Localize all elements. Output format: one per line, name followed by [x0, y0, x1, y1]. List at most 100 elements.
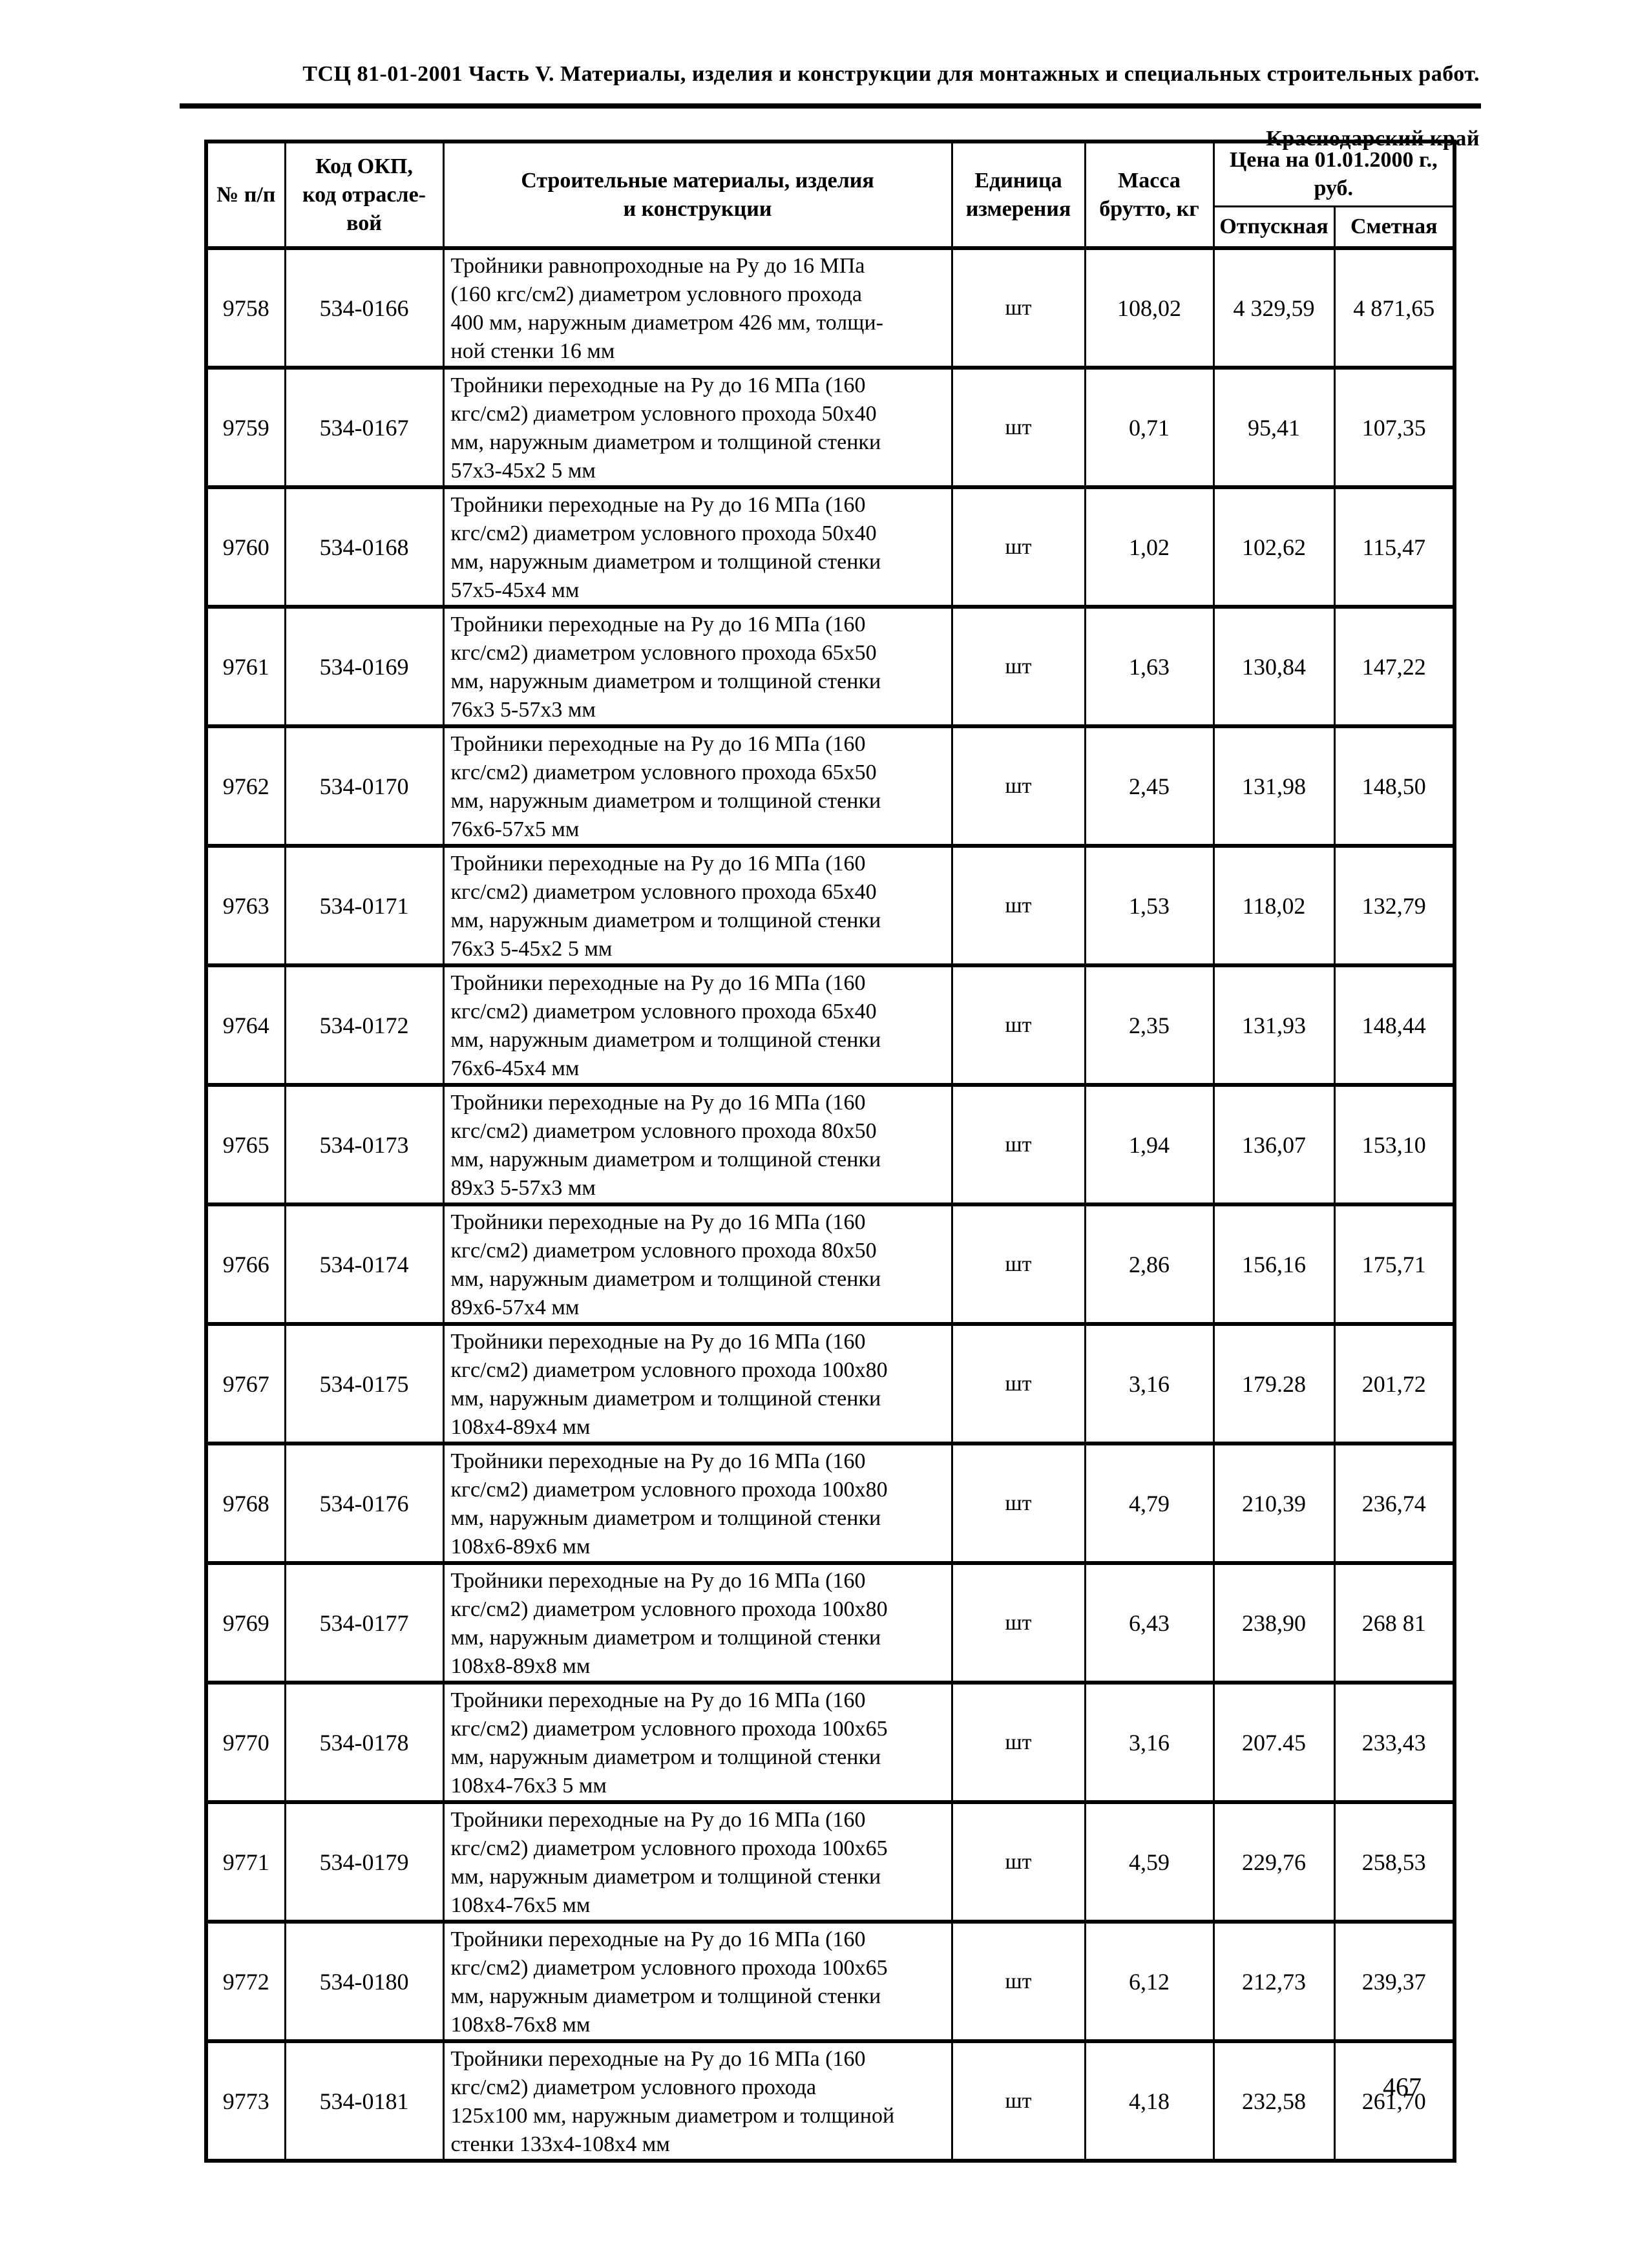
cell-unit: шт [951, 1561, 1086, 1685]
table-row: 9767 534-0175 Тройники переходные на Ру до… [205, 1322, 1456, 1445]
cell-unit: шт [951, 1800, 1086, 1924]
cell-num: 9765 [205, 1083, 286, 1206]
cell-price_release: 102,62 [1212, 485, 1336, 609]
table-row: 9768 534-0176 Тройники переходные на Ру до… [205, 1442, 1456, 1565]
cell-desc: Тройники переходные на Ру до 16 МПа (160… [442, 366, 953, 489]
cell-desc: Тройники переходные на Ру до 16 МПа (160… [442, 1322, 953, 1445]
cell-price_release: 179.28 [1212, 1322, 1336, 1445]
cell-price_estimate: 258,53 [1333, 1800, 1456, 1924]
cell-mass: 0,71 [1084, 366, 1215, 489]
cell-mass: 6,12 [1084, 1920, 1215, 2043]
cell-code: 534-0166 [284, 246, 445, 370]
cell-desc: Тройники переходные на Ру до 16 МПа (160… [442, 1681, 953, 1804]
cell-num: 9764 [205, 963, 286, 1087]
table-header-row-sub: Отпускная Сметная [206, 205, 1456, 249]
cell-price_release: 4 329,59 [1212, 246, 1336, 370]
cell-price_estimate: 268 81 [1333, 1561, 1456, 1685]
cell-num: 9759 [205, 366, 286, 489]
table-row: 9765 534-0173 Тройники переходные на Ру до… [205, 1083, 1456, 1206]
cell-unit: шт [951, 246, 1086, 370]
table-row: 9764 534-0172 Тройники переходные на Ру до… [205, 963, 1456, 1087]
cell-unit: шт [951, 1202, 1086, 1326]
cell-price_estimate: 261,70 [1333, 2039, 1456, 2163]
cell-mass: 4,18 [1084, 2039, 1215, 2163]
cell-mass: 1,02 [1084, 485, 1215, 609]
cell-code: 534-0177 [284, 1561, 445, 1685]
cell-unit: шт [951, 1920, 1086, 2043]
running-head: ТСЦ 81-01-2001 Часть V. Материалы, издел… [204, 26, 1480, 187]
cell-desc: Тройники равнопроходные на Ру до 16 МПа … [442, 246, 953, 370]
cell-code: 534-0181 [284, 2039, 445, 2163]
cell-desc: Тройники переходные на Ру до 16 МПа (160… [442, 1561, 953, 1685]
table-row: 9761 534-0169 Тройники переходные на Ру до… [205, 605, 1456, 728]
cell-unit: шт [951, 2039, 1086, 2163]
table-row: 9766 534-0174 Тройники переходные на Ру до… [205, 1202, 1456, 1326]
cell-code: 534-0169 [284, 605, 445, 728]
cell-price_estimate: 236,74 [1333, 1442, 1456, 1565]
cell-price_release: 238,90 [1212, 1561, 1336, 1685]
cell-num: 9770 [205, 1681, 286, 1804]
cell-desc: Тройники переходные на Ру до 16 МПа (160… [442, 1800, 953, 1924]
cell-desc: Тройники переходные на Ру до 16 МПа (160… [442, 485, 953, 609]
cell-unit: шт [951, 724, 1086, 848]
cell-price_release: 207.45 [1212, 1681, 1336, 1804]
table-row: 9772 534-0180 Тройники переходные на Ру до… [205, 1920, 1456, 2043]
cell-num: 9773 [205, 2039, 286, 2163]
cell-code: 534-0180 [284, 1920, 445, 2043]
cell-code: 534-0173 [284, 1083, 445, 1206]
column-header-code: Код ОКП, код отрасле- вой [284, 140, 445, 249]
cell-mass: 4,59 [1084, 1800, 1215, 1924]
cell-unit: шт [951, 1681, 1086, 1804]
cell-unit: шт [951, 1322, 1086, 1445]
table-row: 9763 534-0171 Тройники переходные на Ру до… [205, 844, 1456, 967]
cell-price_release: 156,16 [1212, 1202, 1336, 1326]
cell-price_release: 210,39 [1212, 1442, 1336, 1565]
table-row: 9773 534-0181 Тройники переходные на Ру до… [205, 2039, 1456, 2163]
cell-price_release: 229,76 [1212, 1800, 1336, 1924]
table-row: 9758 534-0166 Тройники равнопроходные на Р… [205, 246, 1456, 370]
cell-code: 534-0179 [284, 1800, 445, 1924]
cell-unit: шт [951, 1083, 1086, 1206]
cell-code: 534-0167 [284, 366, 445, 489]
cell-price_release: 131,98 [1212, 724, 1336, 848]
cell-desc: Тройники переходные на Ру до 16 МПа (160… [442, 1920, 953, 2043]
cell-num: 9768 [205, 1442, 286, 1565]
cell-price_release: 95,41 [1212, 366, 1336, 489]
cell-unit: шт [951, 844, 1086, 967]
table-row: 9759 534-0167 Тройники переходные на Ру до… [205, 366, 1456, 489]
cell-desc: Тройники переходные на Ру до 16 МПа (160… [442, 724, 953, 848]
cell-unit: шт [951, 366, 1086, 489]
cell-desc: Тройники переходные на Ру до 16 МПа (160… [442, 963, 953, 1087]
cell-mass: 1,53 [1084, 844, 1215, 967]
cell-desc: Тройники переходные на Ру до 16 МПа (160… [442, 605, 953, 728]
cell-mass: 2,45 [1084, 724, 1215, 848]
cell-desc: Тройники переходные на Ру до 16 МПа (160… [442, 2039, 953, 2163]
column-header-price-group: Цена на 01.01.2000 г., руб. [1212, 140, 1456, 207]
cell-price_release: 232,58 [1212, 2039, 1336, 2163]
cell-code: 534-0175 [284, 1322, 445, 1445]
cell-num: 9761 [205, 605, 286, 728]
cell-price_estimate: 239,37 [1333, 1920, 1456, 2043]
cell-mass: 108,02 [1084, 246, 1215, 370]
header-rule [180, 103, 1481, 109]
cell-unit: шт [951, 485, 1086, 609]
cell-mass: 2,35 [1084, 963, 1215, 1087]
cell-desc: Тройники переходные на Ру до 16 МПа (160… [442, 844, 953, 967]
column-header-materials: Строительные материалы, изделия и констр… [442, 140, 953, 249]
cell-mass: 3,16 [1084, 1322, 1215, 1445]
column-header-num: № п/п [205, 140, 286, 249]
cell-mass: 6,43 [1084, 1561, 1215, 1685]
table-body: 9758 534-0166 Тройники равнопроходные на Р… [205, 246, 1456, 2163]
cell-mass: 1,63 [1084, 605, 1215, 728]
cell-num: 9772 [205, 1920, 286, 2043]
cell-num: 9763 [205, 844, 286, 967]
cell-mass: 3,16 [1084, 1681, 1215, 1804]
cell-unit: шт [951, 963, 1086, 1087]
cell-price_estimate: 148,50 [1333, 724, 1456, 848]
table-header: № п/п Код ОКП, код отрасле- вой Строител… [205, 140, 1456, 249]
cell-unit: шт [951, 605, 1086, 728]
cell-code: 534-0170 [284, 724, 445, 848]
column-header-mass: Масса брутто, кг [1084, 140, 1215, 249]
cell-price_estimate: 4 871,65 [1333, 246, 1456, 370]
